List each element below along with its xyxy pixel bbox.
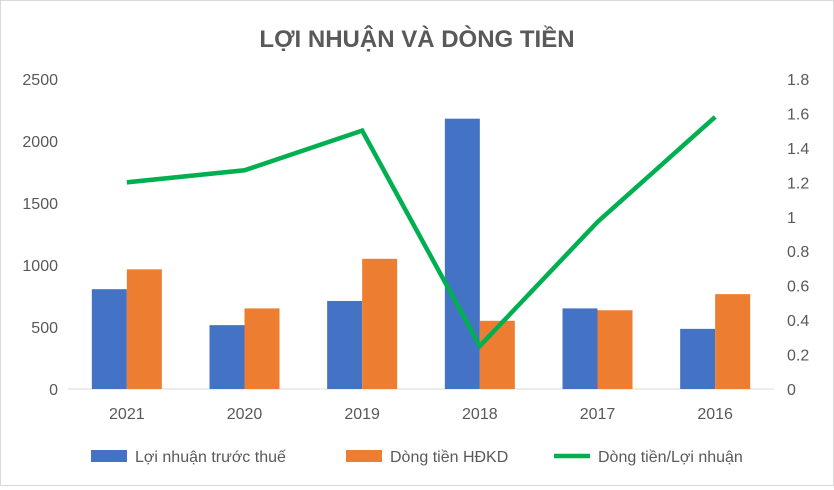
y-tick-label-left: 500: [31, 320, 58, 337]
x-tick-label: 2020: [227, 406, 263, 423]
legend-swatch: [346, 450, 382, 462]
bar-dong-tien: [126, 269, 162, 389]
bar-loi-nhuan: [209, 325, 245, 389]
y-tick-label-right: 1.8: [787, 72, 809, 89]
x-tick-label: 2017: [580, 406, 616, 423]
y-tick-label-right: 0.8: [787, 244, 809, 261]
bar-loi-nhuan: [562, 308, 598, 389]
bar-dong-tien: [715, 294, 751, 389]
y-tick-label-right: 1: [787, 210, 796, 227]
y-tick-label-left: 1500: [22, 196, 58, 213]
bar-loi-nhuan: [327, 300, 363, 389]
chart-title: LỢI NHUẬN VÀ DÒNG TIỀN: [259, 25, 574, 53]
x-tick-label: 2018: [462, 406, 498, 423]
bar-dong-tien: [244, 308, 280, 389]
y-tick-label-left: 2000: [22, 134, 58, 151]
bar-loi-nhuan: [444, 118, 480, 390]
y-tick-label-right: 0.4: [787, 313, 809, 330]
x-tick-label: 2021: [109, 406, 145, 423]
plot-area: 0 500 1000 1500 2000 2500 0 0.2 0.4 0.6 0.8 1 1.2 1.4…: [22, 72, 809, 423]
y-tick-label-right: 1.2: [787, 175, 809, 192]
line-dong-tien-loi-nhuan: [126, 115, 717, 350]
y-tick-label-left: 0: [49, 382, 58, 399]
bar-loi-nhuan: [680, 328, 716, 389]
y-tick-label-right: 0: [787, 382, 796, 399]
y-tick-label-left: 1000: [22, 258, 58, 275]
x-tick-label: 2016: [697, 406, 733, 423]
bar-dong-tien: [597, 310, 633, 389]
legend-label: Dòng tiền HĐKD: [390, 449, 508, 466]
legend-swatch: [91, 450, 127, 462]
legend: Lợi nhuận trước thuế Dòng tiền HĐKD Dòng t…: [91, 449, 743, 466]
legend-label: Lợi nhuận trước thuế: [135, 449, 286, 466]
x-tick-label: 2019: [344, 406, 380, 423]
y-tick-label-left: 2500: [22, 72, 58, 89]
legend-label: Dòng tiền/Lợi nhuận: [598, 449, 743, 466]
y-tick-label-right: 0.2: [787, 348, 809, 365]
bar-loi-nhuan: [91, 289, 127, 389]
y-tick-label-right: 1.6: [787, 106, 809, 123]
bar-dong-tien: [362, 258, 398, 389]
y-tick-label-right: 0.6: [787, 279, 809, 296]
y-tick-label-right: 1.4: [787, 141, 809, 158]
bar-dong-tien: [479, 320, 515, 389]
